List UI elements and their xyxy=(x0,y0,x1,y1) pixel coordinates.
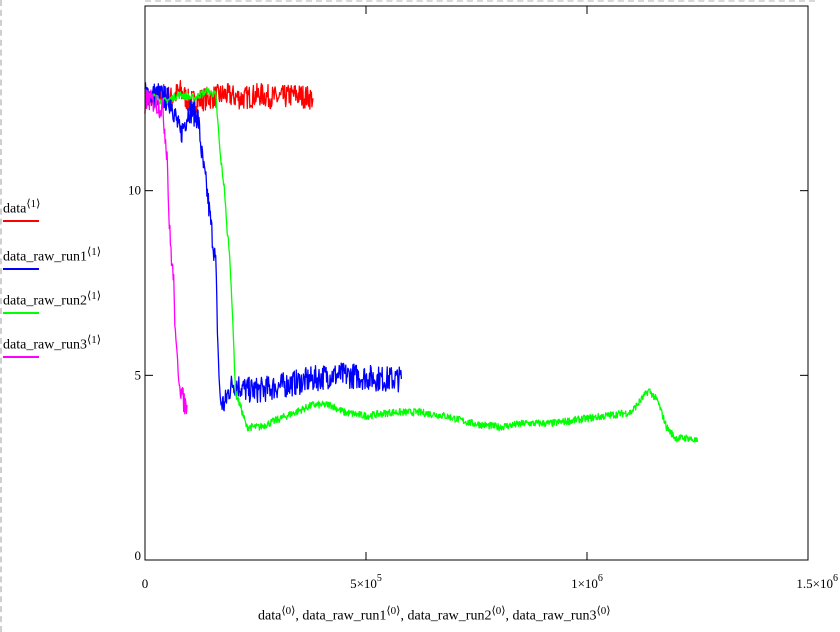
legend-swatch xyxy=(3,355,39,358)
series-layer xyxy=(144,79,699,443)
legend-label: data⟨1⟩ xyxy=(3,198,41,217)
series-line-data-raw-run2 xyxy=(144,86,699,443)
legend-item-data-raw-run2: data_raw_run2⟨1⟩ xyxy=(3,288,101,314)
y-tick-label: 0 xyxy=(135,548,142,563)
y-tick-label: 5 xyxy=(135,367,142,382)
legend-label: data_raw_run3⟨1⟩ xyxy=(3,334,102,353)
legend-swatch xyxy=(3,219,39,222)
x-tick-label: 1.5×106 xyxy=(796,573,838,591)
page-edge-left xyxy=(0,0,2,632)
legend-label: data_raw_run2⟨1⟩ xyxy=(3,290,102,309)
x-tick-label: 1×106 xyxy=(571,573,603,591)
legend-swatch xyxy=(3,311,39,314)
legend-swatch xyxy=(3,267,39,270)
page-edge-top xyxy=(145,0,815,2)
tick-layer: 0 5 10 0 5×105 1×106 1.5×106 xyxy=(128,6,838,591)
plot-frame xyxy=(144,5,809,561)
legend-label: data_raw_run1⟨1⟩ xyxy=(3,246,102,265)
x-tick-label: 0 xyxy=(142,576,149,591)
legend-item-data-raw-run3: data_raw_run3⟨1⟩ xyxy=(3,332,101,358)
y-tick-label: 10 xyxy=(128,183,141,198)
legend-item-data-raw-run1: data_raw_run1⟨1⟩ xyxy=(3,244,101,270)
series-line-data-raw-run3 xyxy=(144,88,188,415)
series-line-data-raw-run1 xyxy=(144,82,403,412)
x-axis-label: data⟨0⟩, data_raw_run1⟨0⟩, data_raw_run2… xyxy=(258,605,611,624)
x-tick-label: 5×105 xyxy=(350,573,382,591)
legend-item-data: data⟨1⟩ xyxy=(3,196,40,222)
